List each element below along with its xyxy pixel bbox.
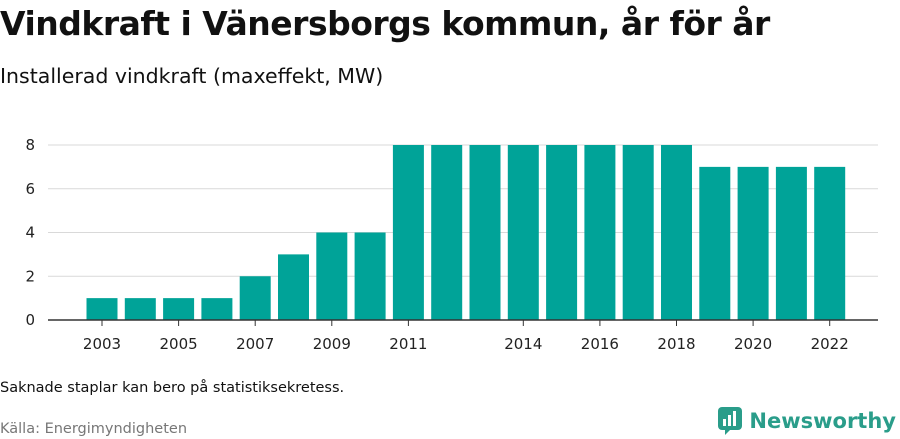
bar-2008 <box>278 254 309 320</box>
bar-2007 <box>239 276 271 320</box>
x-axis: 2003 2005 2007 2009 2011 2014 2016 2018 2020 2022 <box>48 319 878 353</box>
bar-2004 <box>124 298 156 320</box>
x-tick-label: 2005 <box>160 335 198 353</box>
y-axis-ticks: 0 2 4 6 8 <box>25 136 35 329</box>
x-tick-label: 2003 <box>83 335 121 353</box>
bar-2011 <box>392 145 424 320</box>
bar-2010 <box>354 232 386 320</box>
y-tick-label: 6 <box>25 180 35 198</box>
x-tick-label: 2020 <box>734 335 772 353</box>
brand-name: Newsworthy <box>749 409 896 433</box>
x-tick-label: 2009 <box>313 335 351 353</box>
bar-2020 <box>737 166 769 320</box>
bar-2009 <box>316 232 348 320</box>
bar-2014 <box>507 145 539 320</box>
bars <box>86 145 846 320</box>
bar-2018 <box>661 145 692 320</box>
chart-subtitle: Installerad vindkraft (maxeffekt, MW) <box>0 64 384 88</box>
y-tick-label: 8 <box>25 136 35 154</box>
bar-2005 <box>163 298 195 320</box>
bar-2021 <box>775 166 807 320</box>
y-tick-label: 4 <box>25 224 35 242</box>
footnote: Saknade staplar kan bero på statistiksek… <box>0 380 345 396</box>
newsworthy-logo-icon <box>718 407 743 435</box>
source-label: Källa: Energimyndigheten <box>0 421 188 437</box>
x-tick-label: 2007 <box>236 335 274 353</box>
bar-2017 <box>622 145 654 320</box>
y-tick-label: 2 <box>25 267 35 285</box>
x-tick-label: 2016 <box>581 335 619 353</box>
bar-2016 <box>584 145 616 320</box>
x-tick-label: 2022 <box>811 335 849 353</box>
newsworthy-logo[interactable]: Newsworthy <box>717 405 896 437</box>
bar-2013 <box>469 145 501 320</box>
bar-2019 <box>699 166 731 320</box>
bar-2012 <box>431 145 463 320</box>
x-tick-label: 2011 <box>389 335 427 353</box>
bar-2003 <box>86 298 118 320</box>
x-tick-label: 2018 <box>657 335 695 353</box>
chart-title: Vindkraft i Vänersborgs kommun, år för å… <box>0 4 770 43</box>
y-tick-label: 0 <box>25 311 35 329</box>
x-tick-label: 2014 <box>504 335 542 353</box>
bar-2022 <box>814 166 846 320</box>
bar-2006 <box>201 298 233 320</box>
bar-2015 <box>546 145 578 320</box>
